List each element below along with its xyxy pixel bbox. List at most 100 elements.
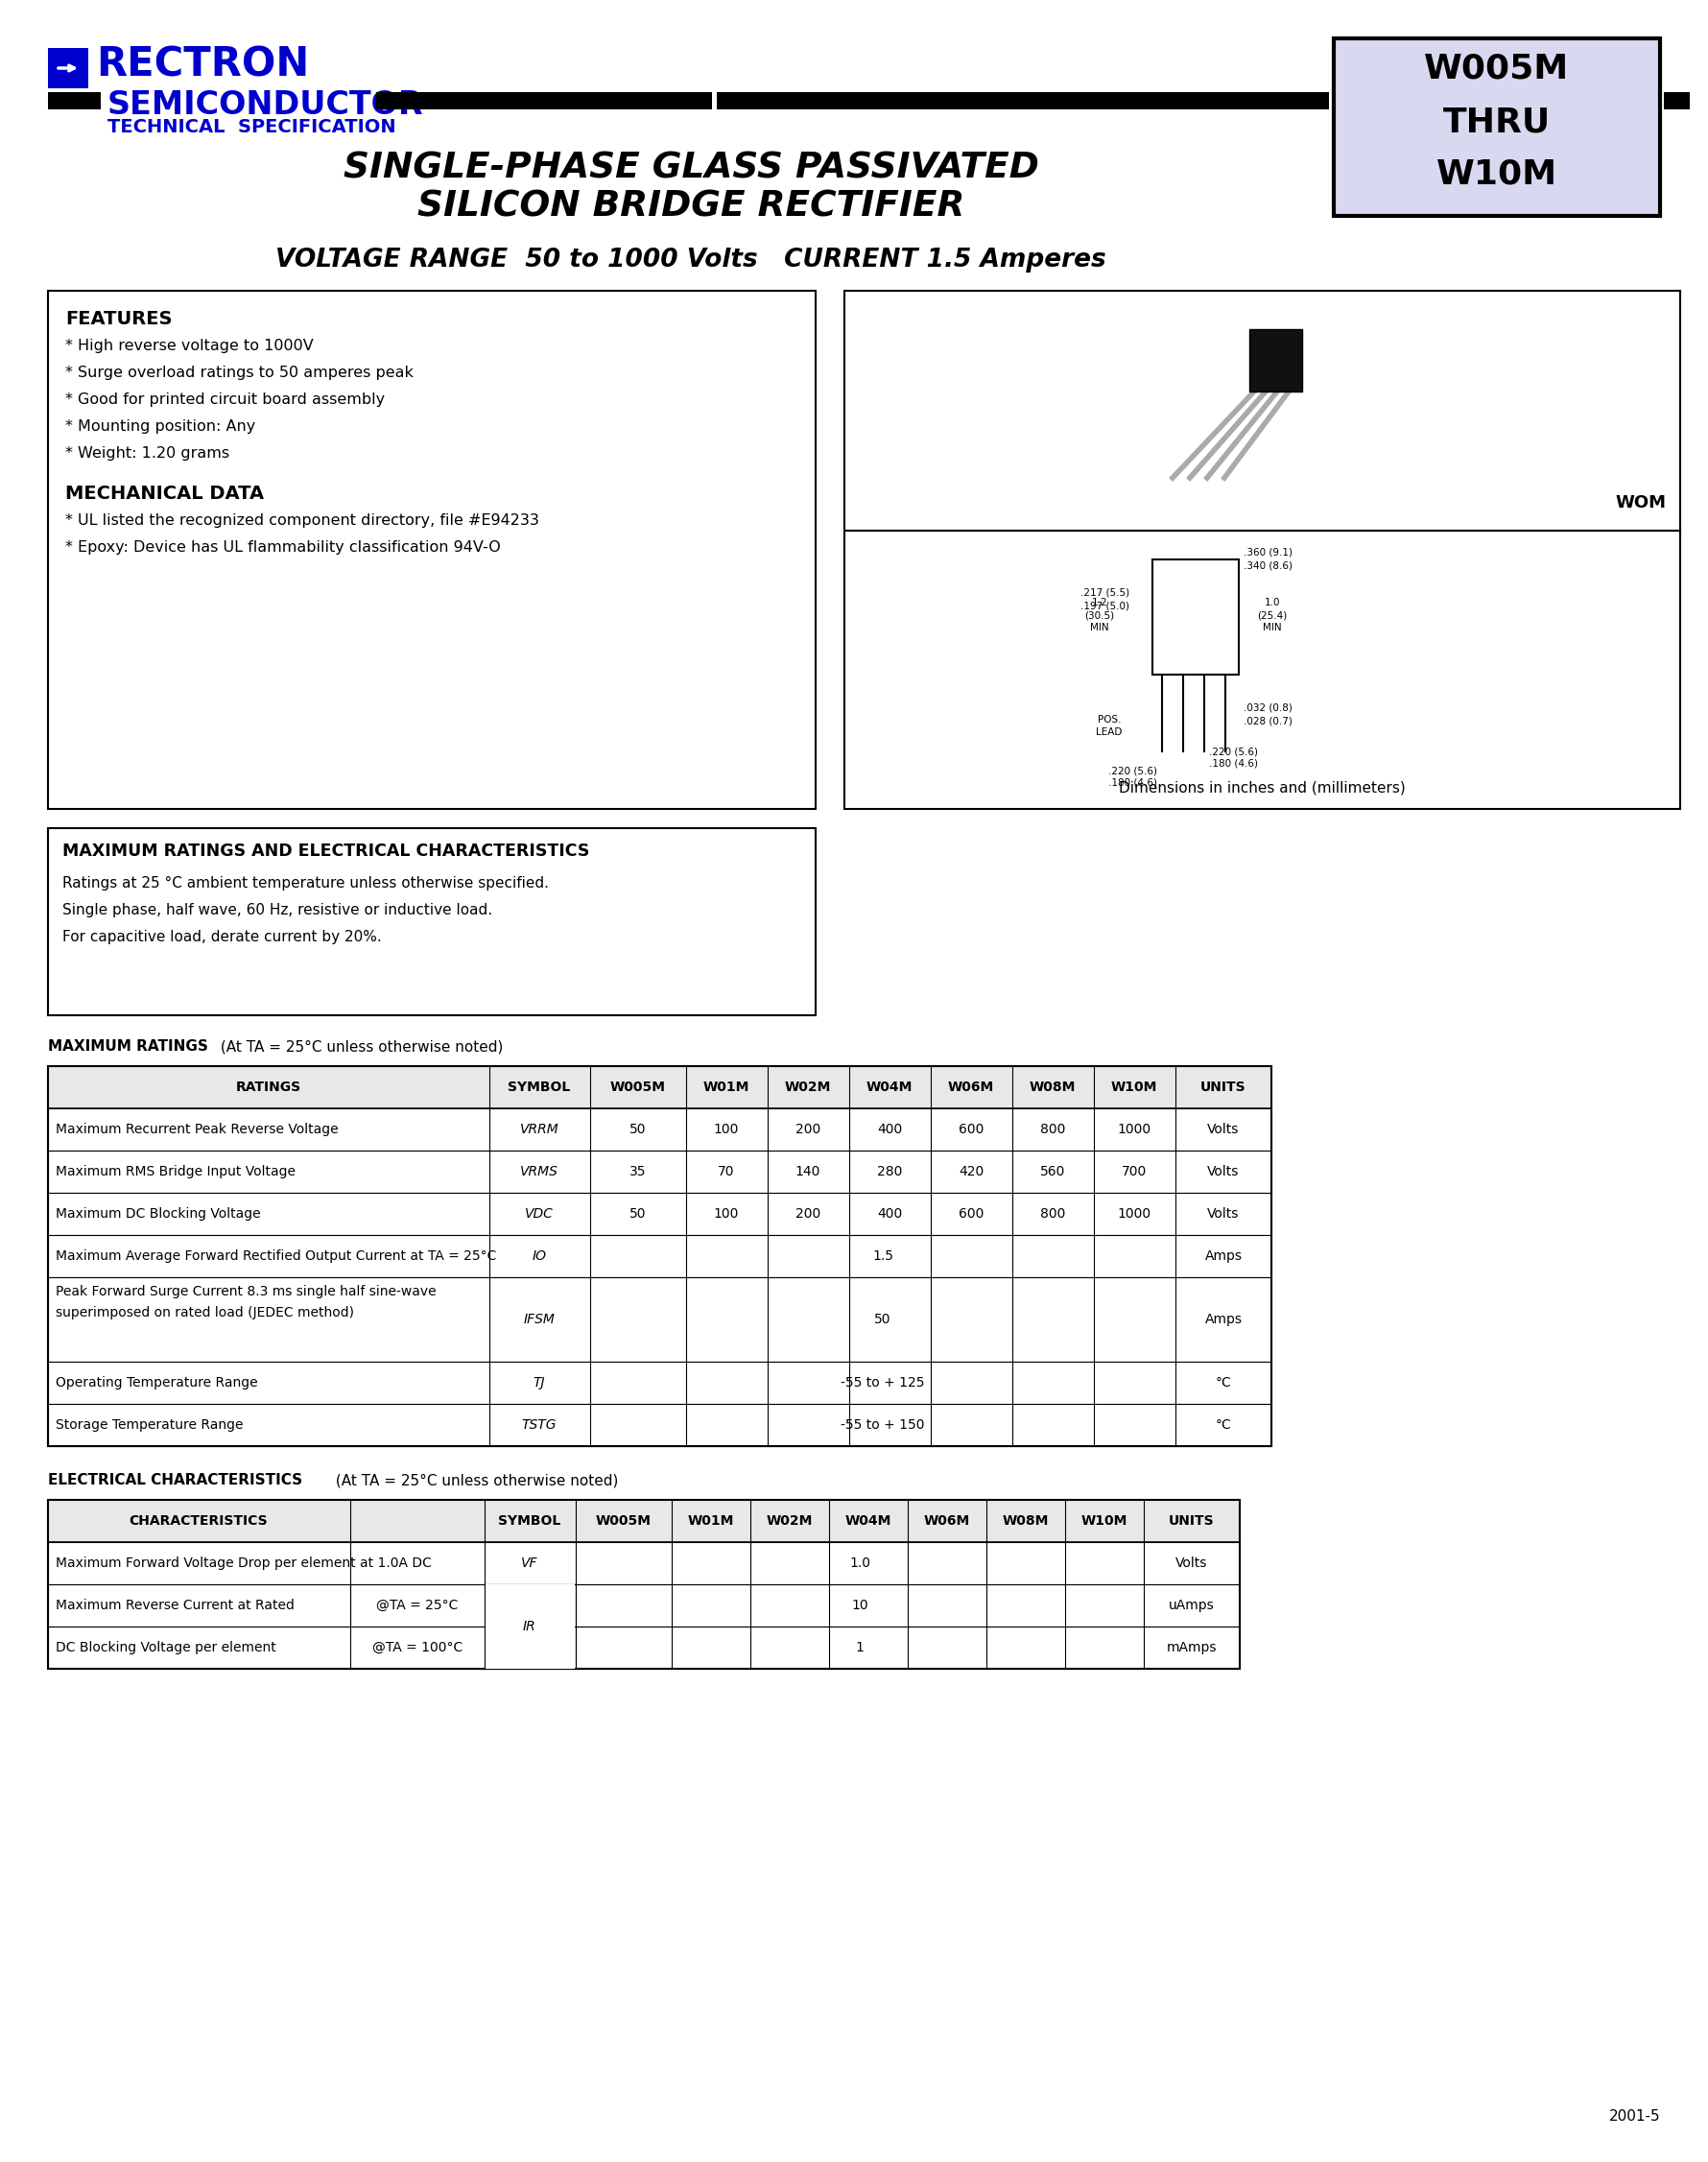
Text: 140: 140 xyxy=(794,1165,820,1178)
Text: W02M: W02M xyxy=(784,1081,830,1094)
Bar xyxy=(1664,93,1689,110)
Text: 560: 560 xyxy=(1040,1165,1064,1178)
Text: 10: 10 xyxy=(851,1598,868,1613)
Text: UNITS: UNITS xyxy=(1201,1081,1245,1094)
Bar xyxy=(716,93,1329,110)
Text: Storage Temperature Range: Storage Temperature Range xyxy=(56,1418,243,1431)
Text: 700: 700 xyxy=(1120,1165,1146,1178)
Text: 400: 400 xyxy=(876,1206,902,1222)
Text: * Epoxy: Device has UL flammability classification 94V-O: * Epoxy: Device has UL flammability clas… xyxy=(65,540,500,556)
Text: mAmps: mAmps xyxy=(1167,1641,1216,1654)
Bar xyxy=(1249,329,1301,391)
Text: 200: 200 xyxy=(794,1122,820,1137)
Text: W005M: W005M xyxy=(1423,52,1568,86)
Bar xyxy=(844,290,1679,530)
Text: 400: 400 xyxy=(876,1122,902,1137)
Text: POS.: POS. xyxy=(1097,716,1120,724)
Text: W04M: W04M xyxy=(866,1081,912,1094)
Bar xyxy=(48,1066,1271,1109)
Text: MAXIMUM RATINGS AND ELECTRICAL CHARACTERISTICS: MAXIMUM RATINGS AND ELECTRICAL CHARACTER… xyxy=(61,843,589,860)
Text: Single phase, half wave, 60 Hz, resistive or inductive load.: Single phase, half wave, 60 Hz, resistiv… xyxy=(61,904,492,917)
Text: (25.4): (25.4) xyxy=(1257,610,1286,620)
Text: Maximum Recurrent Peak Reverse Voltage: Maximum Recurrent Peak Reverse Voltage xyxy=(56,1122,338,1137)
Bar xyxy=(48,1500,1238,1542)
Bar xyxy=(48,1193,1271,1235)
Text: 280: 280 xyxy=(876,1165,902,1178)
Text: 1.5: 1.5 xyxy=(871,1250,893,1263)
Text: VDC: VDC xyxy=(524,1206,553,1222)
Text: Ratings at 25 °C ambient temperature unless otherwise specified.: Ratings at 25 °C ambient temperature unl… xyxy=(61,876,548,891)
Bar xyxy=(48,290,815,809)
Text: (30.5): (30.5) xyxy=(1085,610,1114,620)
Text: 420: 420 xyxy=(958,1165,984,1178)
Text: Amps: Amps xyxy=(1204,1312,1242,1325)
Text: W02M: W02M xyxy=(767,1513,813,1529)
Text: RATINGS: RATINGS xyxy=(236,1081,301,1094)
Text: 100: 100 xyxy=(714,1122,738,1137)
Text: 1.0: 1.0 xyxy=(849,1557,869,1570)
Text: 600: 600 xyxy=(958,1206,984,1222)
Text: W08M: W08M xyxy=(1028,1081,1076,1094)
Text: 1000: 1000 xyxy=(1117,1122,1151,1137)
Bar xyxy=(48,1362,1271,1403)
Bar xyxy=(48,1403,1271,1446)
Text: 50: 50 xyxy=(629,1206,646,1222)
Text: .180 (4.6): .180 (4.6) xyxy=(1209,759,1257,770)
Text: W08M: W08M xyxy=(1003,1513,1049,1529)
Text: °C: °C xyxy=(1214,1375,1231,1390)
Bar xyxy=(1332,39,1658,216)
Text: SEMICONDUCTOR: SEMICONDUCTOR xyxy=(108,89,424,121)
Bar xyxy=(48,828,815,1016)
Text: °C: °C xyxy=(1214,1418,1231,1431)
Text: Volts: Volts xyxy=(1208,1122,1238,1137)
Text: 2001-5: 2001-5 xyxy=(1609,2110,1660,2123)
Text: Operating Temperature Range: Operating Temperature Range xyxy=(56,1375,258,1390)
Text: DC Blocking Voltage per element: DC Blocking Voltage per element xyxy=(56,1641,277,1654)
Bar xyxy=(376,93,712,110)
Text: LEAD: LEAD xyxy=(1095,726,1122,737)
Text: Maximum Forward Voltage Drop per element at 1.0A DC: Maximum Forward Voltage Drop per element… xyxy=(56,1557,432,1570)
Bar xyxy=(485,1585,574,1669)
Text: .028 (0.7): .028 (0.7) xyxy=(1243,716,1291,726)
Text: .220 (5.6): .220 (5.6) xyxy=(1209,746,1257,757)
Text: ELECTRICAL CHARACTERISTICS: ELECTRICAL CHARACTERISTICS xyxy=(48,1472,302,1487)
Bar xyxy=(48,1066,1271,1446)
Text: TSTG: TSTG xyxy=(521,1418,557,1431)
Text: W10M: W10M xyxy=(1081,1513,1127,1529)
Text: superimposed on rated load (JEDEC method): superimposed on rated load (JEDEC method… xyxy=(56,1306,354,1319)
Text: .220 (5.6): .220 (5.6) xyxy=(1108,765,1156,776)
Text: 35: 35 xyxy=(629,1165,646,1178)
Text: Maximum RMS Bridge Input Voltage: Maximum RMS Bridge Input Voltage xyxy=(56,1165,295,1178)
Text: @TA = 25°C: @TA = 25°C xyxy=(376,1598,458,1613)
Text: 800: 800 xyxy=(1040,1206,1064,1222)
Text: MECHANICAL DATA: MECHANICAL DATA xyxy=(65,484,263,504)
Bar xyxy=(48,1585,1238,1626)
Text: uAmps: uAmps xyxy=(1168,1598,1214,1613)
Text: Dimensions in inches and (millimeters): Dimensions in inches and (millimeters) xyxy=(1117,780,1404,796)
Text: * Good for printed circuit board assembly: * Good for printed circuit board assembl… xyxy=(65,393,384,406)
Text: SINGLE-PHASE GLASS PASSIVATED: SINGLE-PHASE GLASS PASSIVATED xyxy=(343,151,1038,186)
Text: .360 (9.1): .360 (9.1) xyxy=(1243,547,1291,558)
Text: 200: 200 xyxy=(794,1206,820,1222)
Text: 1: 1 xyxy=(856,1641,864,1654)
Text: Volts: Volts xyxy=(1208,1165,1238,1178)
Text: UNITS: UNITS xyxy=(1168,1513,1214,1529)
Text: Maximum Average Forward Rectified Output Current at TA = 25°C: Maximum Average Forward Rectified Output… xyxy=(56,1250,495,1263)
Text: W005M: W005M xyxy=(610,1081,666,1094)
Text: * Mounting position: Any: * Mounting position: Any xyxy=(65,419,254,435)
Text: W005M: W005M xyxy=(596,1513,651,1529)
Bar xyxy=(48,1626,1238,1669)
Text: W04M: W04M xyxy=(845,1513,892,1529)
Text: VOLTAGE RANGE  50 to 1000 Volts   CURRENT 1.5 Amperes: VOLTAGE RANGE 50 to 1000 Volts CURRENT 1… xyxy=(275,249,1105,272)
Text: Volts: Volts xyxy=(1175,1557,1208,1570)
Text: RECTRON: RECTRON xyxy=(96,45,309,86)
Bar xyxy=(48,1278,1271,1362)
Text: 1.2: 1.2 xyxy=(1091,599,1107,608)
Text: W06M: W06M xyxy=(948,1081,994,1094)
Text: .197 (5.0): .197 (5.0) xyxy=(1079,601,1129,610)
Bar xyxy=(844,530,1679,809)
Bar xyxy=(48,48,89,89)
Text: .032 (0.8): .032 (0.8) xyxy=(1243,703,1291,713)
Text: 50: 50 xyxy=(629,1122,646,1137)
Text: MIN: MIN xyxy=(1262,623,1281,631)
